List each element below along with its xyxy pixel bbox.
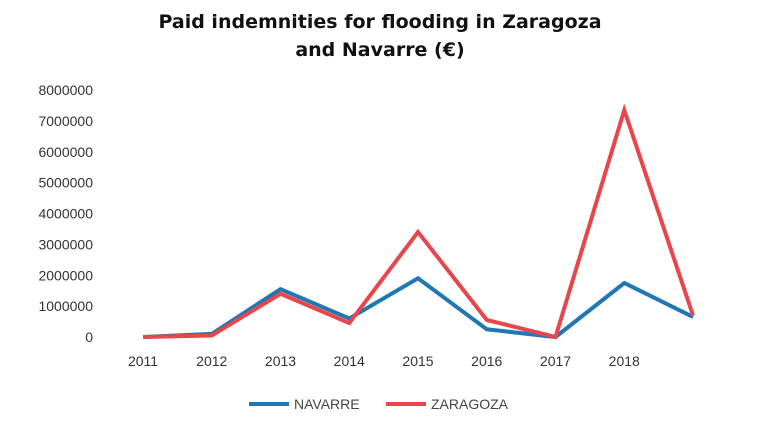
legend: NAVARRE ZARAGOZA	[249, 396, 509, 412]
y-tick-label: 2000000	[38, 267, 93, 283]
x-tick-label: 2018	[609, 353, 640, 369]
chart-title: Paid indemnities for flooding in Zaragoz…	[0, 8, 760, 64]
series-lines	[142, 103, 695, 340]
y-tick-label: 5000000	[38, 175, 93, 191]
series-line-zaragoza	[142, 103, 695, 340]
y-tick-label: 7000000	[38, 113, 93, 129]
x-tick-label: 2015	[402, 353, 433, 369]
x-axis-labels: 2011 2012 2013 2014 2015 2016 2017 2018	[128, 353, 640, 369]
x-tick-label: 2017	[540, 353, 571, 369]
y-tick-label: 3000000	[38, 236, 93, 252]
series-line-navarre	[142, 275, 694, 340]
y-tick-label: 1000000	[38, 298, 93, 314]
x-tick-label: 2013	[265, 353, 296, 369]
y-tick-label: 4000000	[38, 206, 93, 222]
y-tick-label: 6000000	[38, 144, 93, 160]
x-tick-label: 2011	[128, 353, 158, 369]
x-tick-label: 2014	[334, 353, 365, 369]
y-axis-labels: 0 1000000 2000000 3000000 4000000 5000000 6000…	[38, 82, 93, 345]
legend-label-navarre: NAVARRE	[294, 396, 360, 412]
y-tick-label: 0	[85, 329, 93, 345]
chart-title-line-1: Paid indemnities for flooding in Zaragoz…	[158, 11, 602, 33]
legend-label-zaragoza: ZARAGOZA	[431, 396, 509, 412]
x-tick-label: 2016	[471, 353, 502, 369]
y-tick-label: 8000000	[38, 82, 93, 98]
chart-title-line-2: and Navarre (€)	[295, 39, 465, 61]
x-tick-label: 2012	[196, 353, 227, 369]
